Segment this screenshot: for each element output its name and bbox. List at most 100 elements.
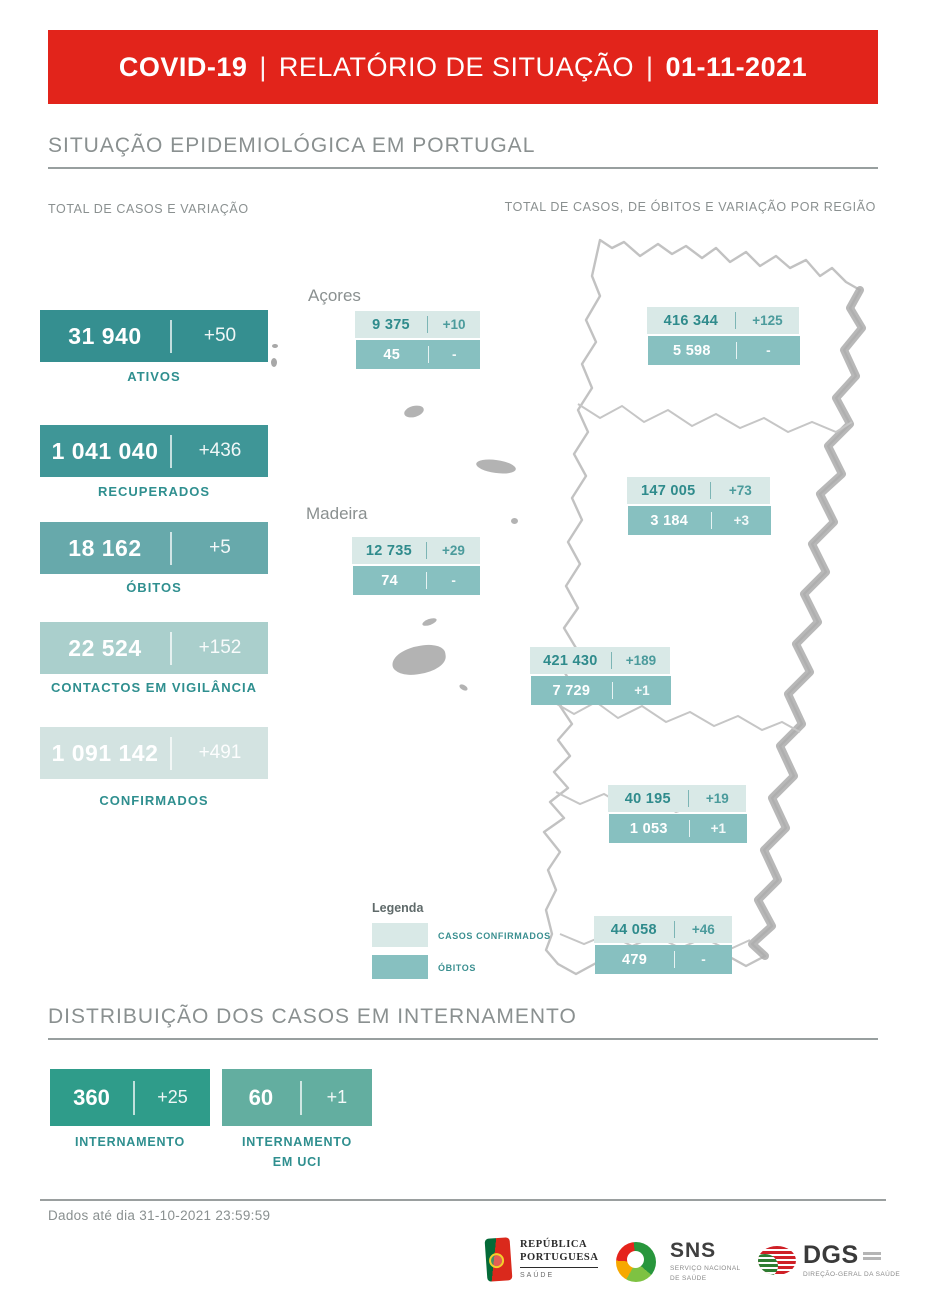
footer-divider [40, 1199, 886, 1201]
azores-island [402, 403, 426, 420]
sns-wordmark: SNS SERVIÇO NACIONAL DE SAÚDE [670, 1240, 741, 1284]
divider-bar [169, 531, 172, 565]
report-banner: COVID-19 | RELATÓRIO DE SITUAÇÃO | 01-11… [48, 30, 878, 104]
stat-box-recuperados: 1 041 040 +436 [40, 425, 268, 477]
map-east-border [748, 286, 866, 960]
centro-cases-row: 147 005 +73 [627, 477, 770, 504]
algarve-cases-delta: +46 [691, 922, 715, 937]
norte-deaths-delta: - [766, 343, 771, 358]
algarve-cases-row: 44 058 +46 [594, 916, 732, 943]
divider-bar [169, 736, 172, 770]
acores-deaths-row: 45 - [356, 340, 480, 369]
scan-artifact [272, 344, 278, 348]
lvt-cases-value: 421 430 [543, 652, 598, 669]
internamento-uci-label: INTERNAMENTO EM UCI [241, 1135, 353, 1169]
scan-artifact [271, 358, 277, 367]
contactos-value: 22 524 [68, 634, 142, 661]
legend-confirmed-label: CASOS CONFIRMADOS [438, 931, 551, 941]
recuperados-value: 1 041 040 [51, 437, 159, 464]
divider-bar [427, 316, 429, 333]
algarve-cases-value: 44 058 [610, 921, 657, 938]
right-column-header: TOTAL DE CASOS, DE ÓBITOS E VARIAÇÃO POR… [504, 200, 876, 214]
internamento-uci-value: 60 [248, 1084, 274, 1110]
section-title-epidemiology: SITUAÇÃO EPIDEMIOLÓGICA EM PORTUGAL [48, 134, 878, 169]
divider-bar [709, 482, 711, 499]
acores-cases-value: 9 375 [372, 316, 410, 333]
legend-confirmed-swatch [372, 923, 428, 947]
banner-covid-title: COVID-19 [118, 51, 248, 82]
stat-box-confirmados: 1 091 142 +491 [40, 727, 268, 779]
internamento-value: 360 [73, 1084, 110, 1110]
centro-deaths-delta: +3 [733, 513, 749, 528]
confirmados-delta: +491 [198, 742, 242, 763]
left-column-header: TOTAL DE CASOS E VARIAÇÃO [48, 202, 249, 216]
divider-bar [688, 820, 690, 837]
republica-portuguesa-wordmark: REPÚBLICA PORTUGUESA SAÚDE [520, 1238, 599, 1281]
sns-logo: SNS SERVIÇO NACIONAL DE SAÚDE [616, 1240, 741, 1284]
ativos-value: 31 940 [68, 322, 142, 349]
divider-bar [734, 312, 736, 329]
internamento-uci-delta: +1 [326, 1087, 348, 1107]
divider-bar [299, 1080, 302, 1115]
obitos-value: 18 162 [68, 534, 142, 561]
obitos-label: ÓBITOS [126, 580, 182, 595]
contactos-delta: +152 [198, 637, 242, 658]
centro-cases-delta: +73 [728, 483, 752, 498]
legend-deaths-label: ÓBITOS [438, 963, 476, 973]
acores-cases-row: 9 375 +10 [355, 311, 480, 338]
dgs-logo-detail [862, 1251, 881, 1260]
azores-island [511, 518, 518, 524]
internamento-uci-box: 60 +1 [222, 1069, 372, 1126]
centro-deaths-value: 3 184 [650, 512, 689, 529]
madeira-cases-delta: +29 [441, 543, 465, 558]
sns-sub-line1: SERVIÇO NACIONAL [670, 1265, 741, 1272]
alentejo-deaths-value: 1 053 [629, 820, 668, 837]
norte-deaths-row: 5 598 - [648, 336, 800, 365]
dgs-sphere-icon [758, 1246, 796, 1275]
divider-bar [426, 572, 428, 589]
region-label-madeira: Madeira [306, 504, 368, 523]
stat-box-obitos: 18 162 +5 [40, 522, 268, 574]
acores-cases-delta: +10 [442, 317, 466, 332]
madeira-islet [421, 616, 438, 628]
logo-rule [520, 1267, 598, 1269]
republica-line1: REPÚBLICA [520, 1239, 588, 1250]
divider-bar [674, 951, 676, 968]
dgs-logo: DGS DIREÇÃO-GERAL DA SAÚDE [758, 1243, 900, 1278]
lvt-deaths-delta: +1 [634, 683, 650, 698]
ativos-delta: +50 [203, 325, 237, 346]
confirmados-label: CONFIRMADOS [99, 793, 209, 808]
divider-bar [611, 682, 613, 699]
centro-deaths-row: 3 184 +3 [628, 506, 771, 535]
madeira-cases-value: 12 735 [365, 542, 412, 559]
banner-report-title: RELATÓRIO DE SITUAÇÃO [278, 51, 634, 82]
sns-sub-line2: DE SAÚDE [670, 1274, 707, 1282]
dgs-name: DGS [803, 1241, 859, 1269]
republica-portuguesa-logo: REPÚBLICA PORTUGUESA SAÚDE [484, 1237, 599, 1282]
divider-bar [169, 319, 172, 353]
alentejo-cases-value: 40 195 [624, 790, 671, 807]
alentejo-deaths-delta: +1 [710, 821, 727, 836]
republica-sub: SAÚDE [520, 1272, 555, 1280]
confirmados-value: 1 091 142 [51, 739, 159, 766]
madeira-deaths-row: 74 - [353, 566, 480, 595]
banner-separator: | [259, 51, 267, 82]
madeira-cases-row: 12 735 +29 [352, 537, 480, 564]
azores-island [475, 457, 517, 476]
stat-box-contactos: 22 524 +152 [40, 622, 268, 674]
norte-cases-delta: +125 [752, 313, 783, 328]
alentejo-cases-delta: +19 [705, 791, 729, 806]
norte-cases-value: 416 344 [663, 312, 719, 329]
internamento-delta: +25 [157, 1087, 188, 1107]
acores-deaths-delta: - [452, 347, 457, 362]
divider-bar [425, 542, 427, 559]
madeira-islet [458, 683, 469, 692]
divider-bar [427, 346, 429, 363]
republica-line2: PORTUGUESA [520, 1252, 599, 1264]
contactos-label: CONTACTOS EM VIGILÂNCIA [51, 680, 257, 695]
norte-cases-row: 416 344 +125 [647, 307, 799, 334]
lvt-cases-delta: +189 [625, 653, 657, 668]
obitos-delta: +5 [209, 537, 231, 558]
algarve-deaths-row: 479 - [595, 945, 732, 974]
